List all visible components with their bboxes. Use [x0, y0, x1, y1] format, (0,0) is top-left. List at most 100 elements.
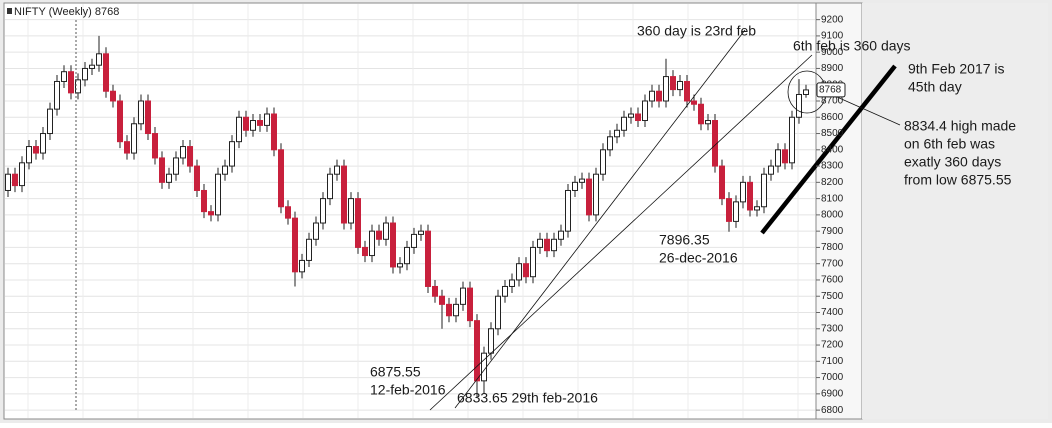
y-tick-label: 9000 — [821, 47, 844, 58]
candle-body — [19, 162, 25, 187]
annotation: exatly 360 days — [904, 154, 1001, 170]
candle-body — [586, 178, 592, 216]
candle-body — [194, 165, 200, 191]
y-tick-label: 8700 — [821, 96, 844, 107]
annotation: on 6th feb was — [904, 136, 995, 152]
candle-body — [166, 173, 172, 183]
candle-body — [593, 173, 599, 216]
candle-body — [278, 149, 284, 208]
annotation: 360 day is 23rd feb — [637, 23, 756, 39]
candle-body — [54, 80, 60, 110]
y-tick-label: 8600 — [821, 112, 844, 123]
candle-body — [334, 165, 340, 175]
candle-body — [740, 181, 746, 203]
candle-body — [733, 201, 739, 222]
candle-body — [131, 123, 137, 154]
candle-body — [572, 181, 578, 191]
candle-body — [264, 113, 270, 126]
candle-body — [68, 71, 74, 94]
candle-body — [152, 133, 158, 159]
candle-body — [719, 165, 725, 200]
candle-body — [516, 263, 522, 281]
y-tick-label: 7100 — [821, 356, 844, 367]
candle-body — [600, 149, 606, 175]
candle-body — [397, 263, 403, 268]
annotation: 6th feb is 360 days — [793, 38, 911, 54]
candle-body — [327, 173, 333, 200]
y-tick-label: 7500 — [821, 291, 844, 302]
candle-body — [628, 113, 634, 118]
candle-body — [313, 222, 319, 240]
y-tick-label: 7300 — [821, 323, 844, 334]
y-tick-label: 7600 — [821, 275, 844, 286]
title-icon — [7, 8, 12, 14]
plot-area — [3, 2, 817, 420]
y-tick-label: 9200 — [821, 14, 844, 25]
side-panel — [862, 3, 1048, 419]
candle-body — [180, 146, 186, 159]
price-axis — [815, 2, 863, 420]
candle-body — [320, 198, 326, 224]
candle-body — [754, 206, 760, 211]
candle-body — [82, 67, 88, 81]
y-tick-label: 8000 — [821, 210, 844, 221]
pointer-line — [827, 92, 901, 126]
candle-body — [642, 100, 648, 122]
candle-body — [558, 230, 564, 240]
candle-body — [530, 246, 536, 278]
candle-body — [614, 129, 620, 138]
candle-body — [229, 141, 235, 167]
y-tick-label: 6800 — [821, 405, 844, 416]
y-tick-label: 7000 — [821, 372, 844, 383]
candle-body — [796, 93, 802, 118]
candle-body — [117, 100, 123, 143]
candle-body — [439, 295, 445, 305]
annotation: 6833.65 29th feb-2016 — [457, 390, 598, 406]
candle-body — [201, 189, 207, 213]
candle-body — [474, 320, 480, 382]
candle-body — [208, 211, 214, 216]
y-tick-label: 8400 — [821, 144, 844, 155]
candle-body — [425, 230, 431, 287]
candle-body — [404, 246, 410, 265]
candle-body — [467, 287, 473, 322]
candle-body — [362, 246, 368, 257]
y-tick-label: 6900 — [821, 388, 844, 399]
candle-body — [453, 303, 459, 317]
candle-body — [96, 53, 102, 66]
y-tick-label: 7800 — [821, 242, 844, 253]
trend-line — [429, 54, 813, 411]
candle-body — [40, 133, 46, 154]
annotation: 12-feb-2016 — [370, 382, 446, 398]
candle-body — [761, 173, 767, 208]
annotation: from low 6875.55 — [904, 172, 1012, 188]
candle-body — [432, 285, 438, 297]
candle-body — [26, 146, 32, 164]
candle-body — [656, 90, 662, 102]
candle-body — [677, 80, 683, 91]
y-tick-label: 8300 — [821, 161, 844, 172]
candle-body — [782, 149, 788, 164]
candle-body — [726, 198, 732, 222]
candle-body — [110, 90, 116, 102]
annotation: 26-dec-2016 — [659, 250, 738, 266]
candle-body — [292, 217, 298, 273]
candle-body — [635, 113, 641, 122]
candle-body — [383, 222, 389, 240]
candle-body — [565, 189, 571, 232]
y-tick-label: 8100 — [821, 193, 844, 204]
candle-body — [775, 149, 781, 167]
annotation: 6875.55 — [370, 364, 421, 380]
candle-body — [187, 146, 193, 167]
chart-title: NIFTY (Weekly) 8768 — [14, 6, 119, 18]
last-price-label: 8768 — [819, 85, 842, 96]
candle-body — [390, 222, 396, 268]
candle-body — [621, 116, 627, 131]
candle-body — [747, 181, 753, 211]
candle-body — [89, 64, 95, 69]
trend-line — [760, 64, 897, 235]
candle-body — [47, 108, 53, 135]
candle-body — [5, 173, 11, 191]
candle-body — [145, 100, 151, 135]
